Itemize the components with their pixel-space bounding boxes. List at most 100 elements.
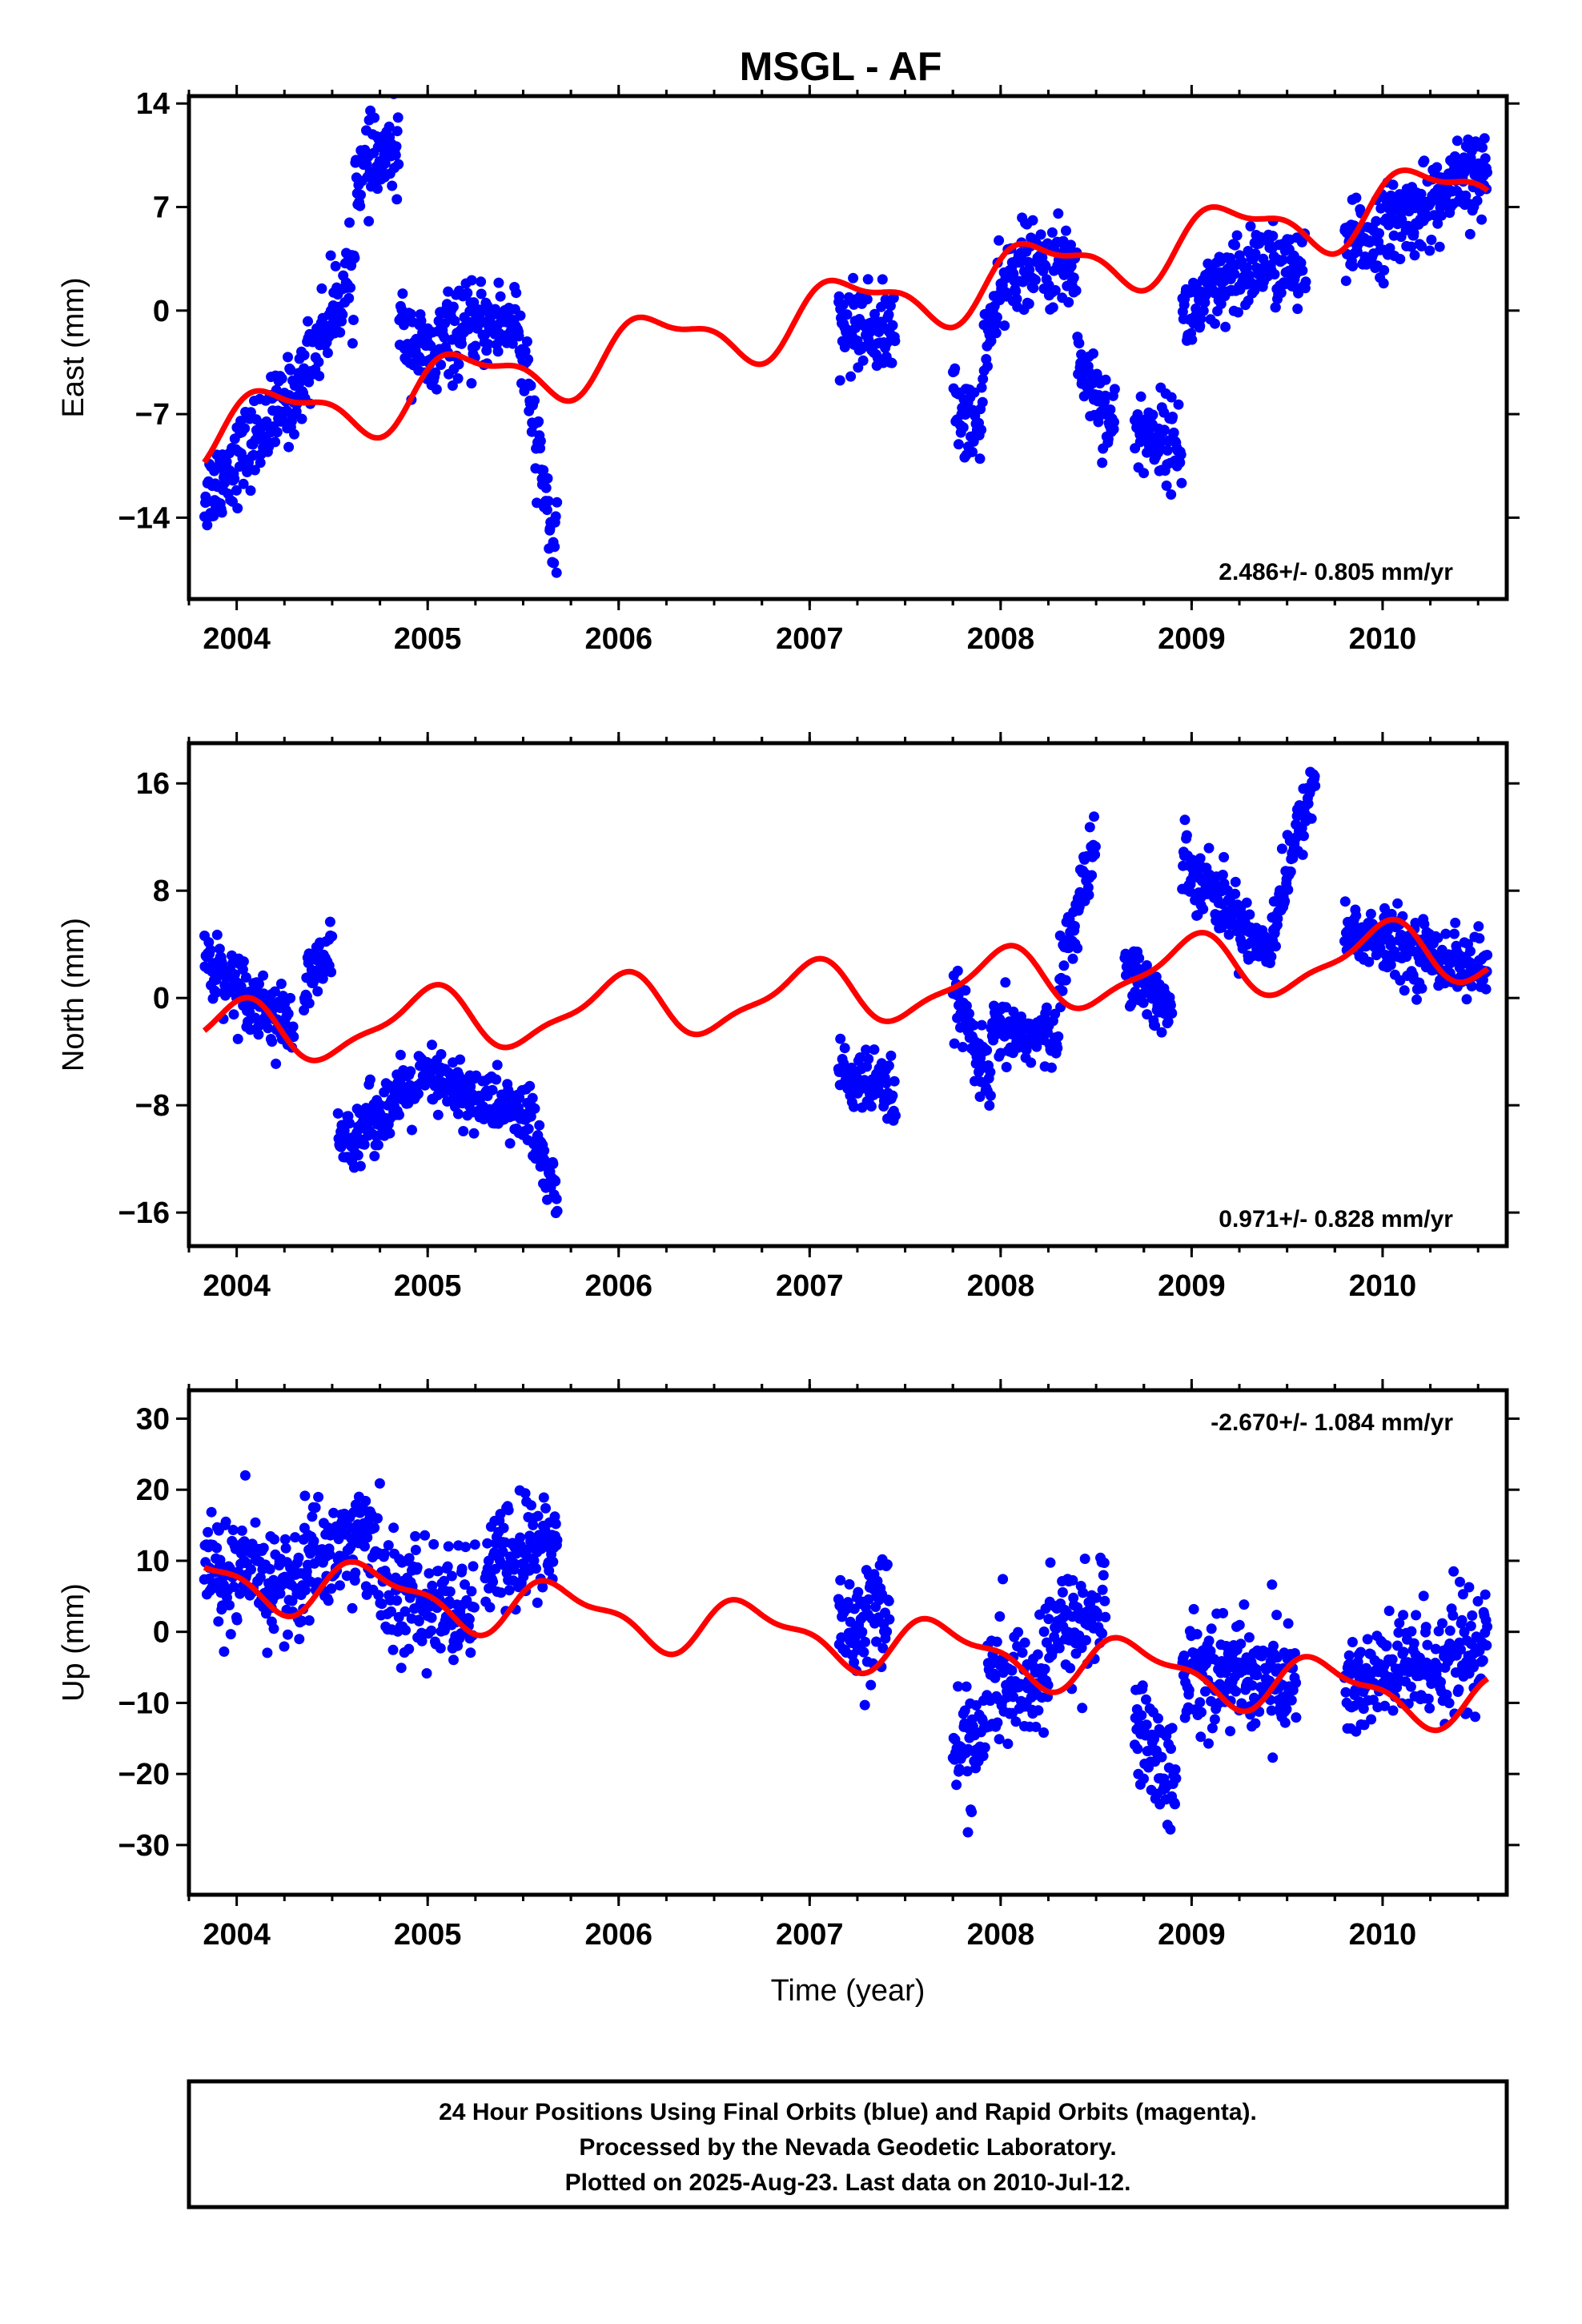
data-point (313, 1491, 324, 1502)
data-point (1378, 278, 1389, 289)
data-point (215, 1554, 226, 1566)
data-point (1444, 1625, 1456, 1636)
data-point (491, 306, 502, 317)
data-point (837, 300, 849, 311)
data-point (1408, 227, 1419, 239)
footer-line-3: Plotted on 2025-Aug-23. Last data on 201… (565, 2169, 1131, 2196)
data-point (326, 967, 337, 978)
data-point (1433, 1626, 1444, 1637)
data-point (877, 274, 888, 285)
data-point (1058, 960, 1070, 971)
data-point (238, 478, 249, 489)
data-point (355, 200, 366, 211)
data-point (1040, 260, 1051, 271)
data-point (1422, 1639, 1433, 1651)
data-point (1229, 268, 1240, 279)
data-point (203, 1526, 214, 1538)
data-point (1386, 908, 1397, 919)
data-point (1267, 1579, 1278, 1590)
data-point (1138, 468, 1150, 479)
data-point (412, 1562, 423, 1573)
data-point (1220, 321, 1231, 332)
data-point (1067, 953, 1078, 964)
data-point (548, 1556, 559, 1567)
data-point (444, 1596, 455, 1607)
data-point (391, 126, 403, 137)
data-point (205, 944, 216, 955)
data-point (492, 1059, 503, 1071)
data-point (1223, 929, 1235, 940)
footer-box: 24 Hour Positions Using Final Orbits (bl… (187, 2079, 1509, 2209)
data-point (1165, 1823, 1176, 1835)
data-point (476, 276, 487, 287)
data-point (279, 1641, 290, 1652)
data-point (1292, 304, 1303, 315)
data-point (1467, 1610, 1478, 1621)
y-tick-label: −7 (135, 398, 170, 432)
data-point (391, 141, 402, 152)
data-point (323, 1595, 334, 1606)
data-point (236, 1525, 247, 1536)
data-point (1097, 457, 1108, 468)
data-point (845, 1616, 856, 1627)
data-point (482, 1538, 493, 1549)
data-point (1198, 903, 1209, 915)
data-point (1215, 299, 1227, 309)
data-point (466, 378, 477, 389)
data-point (1052, 1043, 1063, 1054)
data-point (1100, 374, 1111, 385)
data-point (1138, 997, 1149, 1008)
data-point (390, 150, 401, 161)
data-point (953, 1681, 964, 1692)
data-point (250, 1517, 261, 1528)
data-point (439, 1575, 450, 1586)
data-point (1195, 313, 1207, 324)
data-point (488, 1576, 499, 1587)
data-point (225, 1629, 236, 1640)
data-point (462, 287, 473, 299)
data-point (364, 1074, 375, 1085)
data-point (1166, 1743, 1176, 1755)
data-point (1241, 897, 1252, 908)
data-point (531, 1563, 541, 1574)
data-point (1000, 977, 1011, 988)
data-point (1109, 416, 1119, 428)
data-point (1387, 179, 1399, 191)
data-point (1134, 953, 1145, 963)
data-point (1415, 188, 1427, 199)
data-point (465, 1647, 476, 1659)
data-point (986, 336, 997, 347)
x-tick-label: 2006 (584, 1918, 652, 1952)
data-point (239, 423, 251, 434)
data-point (1300, 276, 1311, 287)
data-point (269, 1534, 280, 1545)
data-point (889, 336, 901, 347)
data-point (857, 341, 869, 352)
data-point (468, 1128, 480, 1139)
data-point (503, 1505, 514, 1516)
data-point (424, 1568, 435, 1579)
data-point (1195, 1731, 1207, 1743)
data-point (443, 1541, 454, 1552)
data-point (296, 1615, 307, 1626)
data-point (541, 505, 552, 516)
x-tick-label: 2004 (203, 622, 271, 656)
data-point (887, 1090, 898, 1101)
data-point (1359, 1719, 1370, 1731)
data-point (383, 1540, 394, 1551)
y-tick-label: 14 (136, 87, 170, 121)
data-point (493, 277, 504, 288)
data-point (550, 1176, 561, 1187)
data-point (885, 300, 896, 312)
data-point (1406, 1626, 1417, 1637)
data-point (464, 1614, 475, 1625)
data-point (1043, 1614, 1054, 1625)
data-point (211, 929, 223, 940)
data-point (280, 1542, 291, 1554)
data-point (535, 436, 546, 447)
data-point (219, 1646, 230, 1657)
data-point (432, 1109, 444, 1120)
data-point (372, 183, 383, 195)
data-point (498, 1522, 509, 1534)
data-point (1090, 1592, 1102, 1603)
